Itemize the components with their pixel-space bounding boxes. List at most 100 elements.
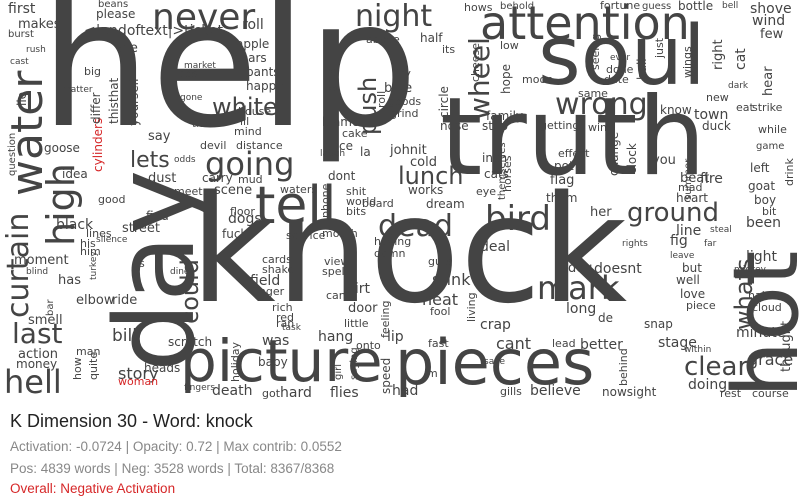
cloud-word: cheese <box>469 42 482 82</box>
cloud-word: grind <box>390 107 419 120</box>
cloud-word: smell <box>28 313 63 328</box>
cloud-word: win <box>588 121 608 134</box>
cloud-word: bill <box>112 326 137 346</box>
cloud-word: finger <box>252 285 285 298</box>
cloud-word: cats <box>484 167 509 181</box>
cloud-word: cant <box>496 334 532 353</box>
cloud-word: better <box>580 337 623 353</box>
cloud-word: moon <box>522 73 554 86</box>
cloud-word: boy <box>754 193 777 207</box>
cloud-word: mark <box>537 269 620 307</box>
cloud-word: cloud <box>752 301 782 314</box>
cloud-word: got <box>262 387 281 400</box>
cloud-word: but <box>682 261 702 275</box>
cloud-word: his <box>80 237 96 250</box>
cloud-word: board <box>362 197 394 210</box>
cloud-word: nowsight <box>602 385 657 399</box>
cloud-word: him <box>80 245 101 258</box>
cloud-word: fortune <box>600 0 641 12</box>
cloud-word: right <box>711 39 726 70</box>
cloud-word: rich <box>272 301 293 314</box>
cloud-word: attention <box>480 0 690 50</box>
cloud-word: was <box>262 333 290 349</box>
cloud-word: you <box>652 153 676 168</box>
cloud-word: nose <box>440 119 469 133</box>
cloud-word: laugh <box>320 149 346 159</box>
cloud-word: money <box>16 357 58 371</box>
cloud-word: truth <box>440 75 706 200</box>
cloud-word: carry <box>202 171 233 185</box>
cloud-word: wind <box>752 13 786 29</box>
cloud-word: makes <box>18 17 61 32</box>
cloud-word: ground <box>627 198 719 228</box>
cloud-word: goods <box>388 95 422 108</box>
cloud-word: hang <box>318 329 354 345</box>
cloud-word: left <box>750 161 770 175</box>
cloud-word: goat <box>748 179 776 193</box>
cloud-word: cylinders <box>91 117 105 172</box>
cloud-word: effect <box>558 147 590 160</box>
cloud-word: half <box>420 31 443 45</box>
cloud-word: last <box>12 317 63 350</box>
cloud-word: bottle <box>678 0 714 13</box>
cloud-word: love <box>680 287 706 301</box>
cloud-word: damn <box>374 247 406 260</box>
cloud-word: game <box>756 141 785 152</box>
cloud-word: cast <box>10 57 29 67</box>
cloud-word: gills <box>500 385 522 398</box>
cloud-word: doing <box>688 377 728 393</box>
cloud-word: post <box>178 67 202 80</box>
cloud-word: can <box>326 289 346 302</box>
cloud-word: please <box>96 7 136 21</box>
cloud-word: rush <box>26 45 46 55</box>
cloud-word: hows <box>464 1 493 14</box>
cloud-word: ran <box>276 317 295 330</box>
activation-stats: Activation: -0.0724 | Opacity: 0.72 | Ma… <box>10 439 342 454</box>
cloud-word: black <box>56 217 94 233</box>
cloud-word: first <box>8 1 36 17</box>
cloud-word: stage <box>658 335 697 351</box>
cloud-word: matter <box>62 85 93 95</box>
cloud-word: far <box>704 239 717 249</box>
cloud-word: quite <box>87 351 100 380</box>
cloud-word: believe <box>530 383 581 399</box>
cloud-word: thisthat <box>107 77 121 124</box>
cloud-word: mud <box>238 173 263 186</box>
cloud-word: shit <box>346 185 367 198</box>
cloud-word: eat <box>736 101 754 114</box>
cloud-word: step <box>482 119 508 133</box>
cloud-word: her <box>590 205 612 220</box>
cloud-word: roll <box>242 17 264 33</box>
cloud-word: well <box>676 273 700 287</box>
cloud-word: new <box>706 91 729 104</box>
cloud-word: scene <box>214 183 253 198</box>
cloud-word: drink <box>783 158 796 186</box>
cloud-word: market <box>184 61 216 71</box>
cloud-word: guts <box>428 255 452 268</box>
cloud-word: lip <box>387 329 404 345</box>
cloud-word: ride <box>112 293 138 308</box>
cloud-word: good <box>98 193 126 206</box>
cloud-word: lets <box>130 148 170 173</box>
cloud-word: shove <box>750 1 792 17</box>
cloud-word: rest <box>720 387 742 400</box>
cloud-word: blame <box>322 115 360 129</box>
cloud-word: its <box>442 43 456 56</box>
cloud-word: bar <box>45 299 56 316</box>
cloud-word: duck <box>702 119 731 133</box>
cloud-word: dogs <box>228 211 262 227</box>
cloud-word: death <box>212 383 253 399</box>
cloud-word: pieces <box>395 326 595 399</box>
cloud-word: happy <box>246 79 284 93</box>
cloud-word: fingers <box>184 383 216 393</box>
cloud-word: cold <box>410 155 437 170</box>
cloud-word: little <box>344 317 369 330</box>
cloud-word: dine <box>170 267 190 277</box>
cloud-word: strike <box>752 101 783 114</box>
page-title: K Dimension 30 - Word: knock <box>10 411 253 431</box>
cloud-word: leave <box>670 251 695 261</box>
cloud-word: heat <box>422 290 459 309</box>
cloud-word: living <box>465 292 478 322</box>
cloud-word: house <box>238 105 272 118</box>
cloud-word: tell <box>255 176 337 236</box>
